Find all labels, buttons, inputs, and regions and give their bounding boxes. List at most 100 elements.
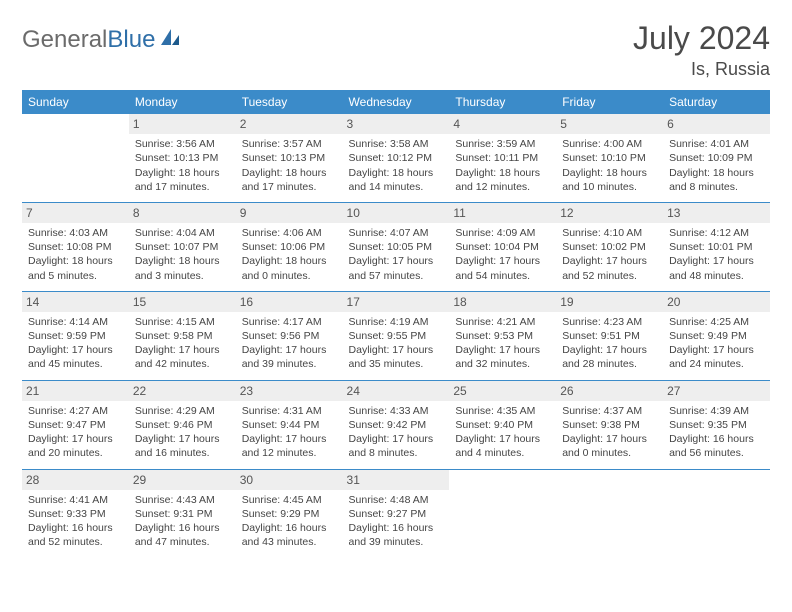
calendar-cell: 3Sunrise: 3:58 AMSunset: 10:12 PMDayligh… [343, 114, 450, 202]
day-number: 7 [22, 203, 129, 223]
day-info-line: Sunset: 9:31 PM [135, 507, 230, 521]
calendar-cell: 1Sunrise: 3:56 AMSunset: 10:13 PMDayligh… [129, 114, 236, 202]
day-number: 2 [236, 114, 343, 134]
logo: GeneralBlue [22, 20, 181, 54]
day-info-line: Daylight: 18 hours and 17 minutes. [242, 166, 337, 194]
calendar-cell: . [449, 469, 556, 557]
day-info-line: Sunset: 10:10 PM [562, 151, 657, 165]
calendar-cell: 5 Sunrise: 4:00 AMSunset: 10:10 PMDayligh… [556, 114, 663, 202]
calendar-week: 14Sunrise: 4:14 AMSunset: 9:59 PMDayligh… [22, 291, 770, 380]
day-number: 9 [236, 203, 343, 223]
day-number: 3 [343, 114, 450, 134]
day-number: 15 [129, 292, 236, 312]
day-info-line: Daylight: 17 hours and 45 minutes. [28, 343, 123, 371]
day-info-line: Daylight: 17 hours and 28 minutes. [562, 343, 657, 371]
day-info-line: Sunrise: 3:56 AM [135, 137, 230, 151]
day-info-line: Sunset: 10:09 PM [669, 151, 764, 165]
day-info-line: Sunrise: 4:27 AM [28, 404, 123, 418]
day-info-line: Sunrise: 4:19 AM [349, 315, 444, 329]
day-number: 6 [663, 114, 770, 134]
day-info-line: Sunset: 9:56 PM [242, 329, 337, 343]
day-info-line: Sunrise: 4:25 AM [669, 315, 764, 329]
weekday-header: Friday [556, 90, 663, 114]
calendar-cell: 8Sunrise: 4:04 AMSunset: 10:07 PMDayligh… [129, 202, 236, 291]
day-info-line: Sunset: 10:06 PM [242, 240, 337, 254]
day-info-line: Sunset: 9:53 PM [455, 329, 550, 343]
calendar-week: 7 Sunrise: 4:03 AMSunset: 10:08 PM Dayligh… [22, 202, 770, 291]
day-info-line: Sunset: 10:01 PM [669, 240, 764, 254]
day-info-line: Sunset: 10:04 PM [455, 240, 550, 254]
day-number: 5 [556, 114, 663, 134]
day-info-line: Daylight: 18 hours and 3 minutes. [135, 254, 230, 282]
calendar-cell: 16Sunrise: 4:17 AMSunset: 9:56 PMDayligh… [236, 291, 343, 380]
day-info-line: Daylight: 18 hours and 14 minutes. [349, 166, 444, 194]
day-info-line: Sunrise: 4:01 AM [669, 137, 764, 151]
day-number: 23 [236, 381, 343, 401]
calendar-cell: 21Sunrise: 4:27 AMSunset: 9:47 PMDayligh… [22, 380, 129, 469]
calendar-cell: 2Sunrise: 3:57 AMSunset: 10:13 PMDayligh… [236, 114, 343, 202]
day-info-line: Sunset: 9:27 PM [349, 507, 444, 521]
day-number: 24 [343, 381, 450, 401]
day-number: 14 [22, 292, 129, 312]
day-info-line: Sunset: 9:29 PM [242, 507, 337, 521]
day-info-line: Sunrise: 4:35 AM [455, 404, 550, 418]
calendar-cell: 14 Sunrise: 4:14 AMSunset: 9:59 PMDayligh… [22, 291, 129, 380]
calendar-cell: . [663, 469, 770, 557]
day-info-line: Sunset: 9:46 PM [135, 418, 230, 432]
calendar-week: 21Sunrise: 4:27 AMSunset: 9:47 PMDayligh… [22, 380, 770, 469]
day-info-line: Sunrise: 4:00 AM [562, 137, 657, 151]
day-number: 20 [663, 292, 770, 312]
location: Is, Russia [633, 59, 770, 80]
day-info-line: Sunset: 10:05 PM [349, 240, 444, 254]
day-number: 30 [236, 470, 343, 490]
day-info-line: Sunset: 9:42 PM [349, 418, 444, 432]
day-info-line: Sunrise: 4:04 AM [135, 226, 230, 240]
day-number: 25 [449, 381, 556, 401]
day-info-line: Daylight: 17 hours and 39 minutes. [242, 343, 337, 371]
day-info-line: Sunset: 10:11 PM [455, 151, 550, 165]
day-info-line: Sunset: 10:13 PM [135, 151, 230, 165]
header: GeneralBlue July 2024 Is, Russia [22, 20, 770, 80]
day-info-line: Sunrise: 4:45 AM [242, 493, 337, 507]
calendar-cell: 28Sunrise: 4:41 AMSunset: 9:33 PMDayligh… [22, 469, 129, 557]
calendar-cell: 27Sunrise: 4:39 AMSunset: 9:35 PMDayligh… [663, 380, 770, 469]
day-number: 21 [22, 381, 129, 401]
day-info-line: Sunrise: 4:48 AM [349, 493, 444, 507]
title-block: July 2024 Is, Russia [633, 20, 770, 80]
day-info-line: Sunrise: 4:29 AM [135, 404, 230, 418]
day-info-line: Sunrise: 4:09 AM [455, 226, 550, 240]
day-info-line: Sunrise: 4:10 AM [562, 226, 657, 240]
day-info-line: Sunset: 9:59 PM [28, 329, 123, 343]
logo-text: GeneralBlue [22, 26, 155, 54]
day-info-line: Daylight: 18 hours and 10 minutes. [562, 166, 657, 194]
calendar-cell: 11Sunrise: 4:09 AMSunset: 10:04 PMDaylig… [449, 202, 556, 291]
day-info-line: Sunrise: 4:15 AM [135, 315, 230, 329]
day-info-line: Sunrise: 4:07 AM [349, 226, 444, 240]
weekday-header: Thursday [449, 90, 556, 114]
day-info-line: Daylight: 16 hours and 56 minutes. [669, 432, 764, 460]
day-info-line: Daylight: 18 hours and 8 minutes. [669, 166, 764, 194]
day-info-line: Sunset: 9:35 PM [669, 418, 764, 432]
day-number: 28 [22, 470, 129, 490]
day-info-line: Sunrise: 4:23 AM [562, 315, 657, 329]
day-info-line: Daylight: 17 hours and 8 minutes. [349, 432, 444, 460]
day-info-line: Daylight: 16 hours and 52 minutes. [28, 521, 123, 549]
calendar-cell: 30 Sunrise: 4:45 AMSunset: 9:29 PMDayligh… [236, 469, 343, 557]
day-info-line: Sunrise: 4:14 AM [28, 315, 123, 329]
day-info-line: Sunset: 9:55 PM [349, 329, 444, 343]
day-info-line: Daylight: 18 hours and 12 minutes. [455, 166, 550, 194]
day-number: 4 [449, 114, 556, 134]
day-info-line: Sunset: 10:02 PM [562, 240, 657, 254]
day-number: 22 [129, 381, 236, 401]
day-number: 17 [343, 292, 450, 312]
weekday-header: Sunday [22, 90, 129, 114]
day-info-line: Sunrise: 4:03 AM [28, 226, 123, 240]
day-number: 16 [236, 292, 343, 312]
day-info-line: Daylight: 16 hours and 43 minutes. [242, 521, 337, 549]
day-info-line: Sunset: 10:08 PM [28, 240, 123, 254]
day-info-line: Sunset: 9:58 PM [135, 329, 230, 343]
day-info-line: Sunrise: 4:41 AM [28, 493, 123, 507]
calendar-cell: 12Sunrise: 4:10 AMSunset: 10:02 PMDaylig… [556, 202, 663, 291]
day-info-line: Sunset: 9:38 PM [562, 418, 657, 432]
day-info-line: Sunrise: 3:57 AM [242, 137, 337, 151]
